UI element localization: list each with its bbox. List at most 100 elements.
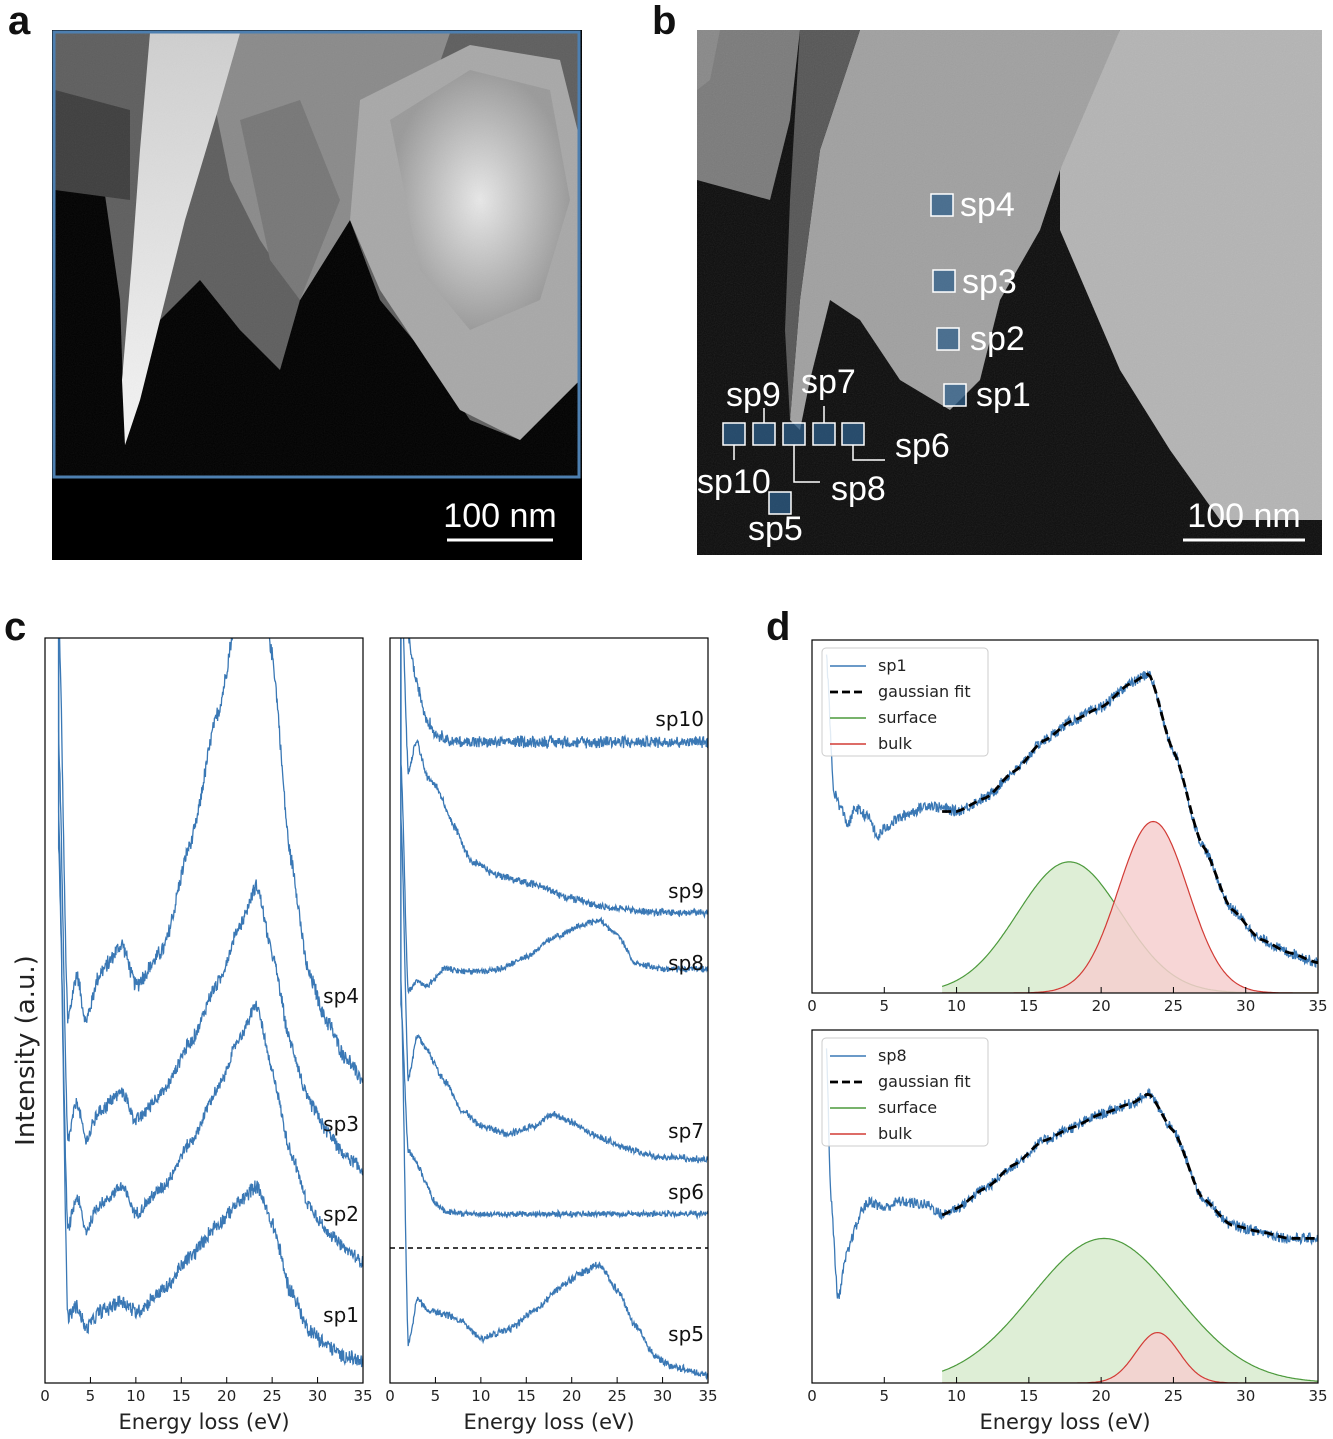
x-tick-label: 0 — [807, 997, 817, 1015]
y-axis-title: Intensity (a.u.) — [11, 955, 41, 1146]
x-tick-label: 30 — [308, 1387, 327, 1405]
x-tick-label: 10 — [947, 997, 966, 1015]
legend-entry: sp1 — [878, 656, 907, 675]
x-tick-label: 20 — [1092, 1387, 1111, 1405]
panel-b-markers: sp1 sp2 sp3 sp4 sp5 sp6 sp7 sp8 sp9 sp10 — [697, 186, 1031, 548]
series-label-sp4: sp4 — [323, 984, 359, 1008]
scale-bar-b: 100 nm — [1187, 497, 1300, 535]
x-tick-label: 5 — [880, 997, 890, 1015]
axes-frame — [389, 637, 709, 1384]
x-tick-label: 0 — [807, 1387, 817, 1405]
legend: sp8 gaussian fit surface bulk — [821, 1037, 989, 1147]
x-tick-label: 30 — [653, 1387, 672, 1405]
panel-letter-d: d — [766, 605, 790, 649]
legend-entry: bulk — [878, 734, 913, 753]
series-label-sp5: sp5 — [668, 1322, 704, 1346]
marker-sp5: sp5 — [748, 491, 803, 548]
marker-sp6: sp6 — [841, 422, 950, 465]
marker-label-sp9: sp9 — [726, 376, 781, 414]
x-tick-label: 25 — [1164, 997, 1183, 1015]
x-tick-label: 5 — [86, 1387, 96, 1405]
axes-frame — [811, 1029, 1319, 1384]
series-sp10 — [408, 638, 708, 750]
x-axis-title: Energy loss (eV) — [118, 1410, 289, 1434]
marker-label-sp3: sp3 — [962, 263, 1017, 301]
legend: sp1 gaussian fit surface bulk — [821, 647, 989, 757]
marker-label-sp5: sp5 — [748, 510, 803, 548]
series-label-sp3: sp3 — [323, 1112, 359, 1136]
x-tick-label: 5 — [431, 1387, 441, 1405]
line-bulk — [942, 1331, 1318, 1383]
x-tick-label: 15 — [172, 1387, 191, 1405]
x-tick-label: 35 — [1308, 997, 1327, 1015]
legend-entry: surface — [878, 708, 937, 727]
x-tick-label: 15 — [1019, 1387, 1038, 1405]
series-sp2 — [57, 638, 363, 1268]
marker-sp10: sp10 — [697, 422, 771, 501]
x-tick-label: 0 — [40, 1387, 50, 1405]
x-tick-label: 25 — [1164, 1387, 1183, 1405]
series-sp8 — [825, 1048, 1318, 1299]
series-gaussian-fit — [942, 672, 1318, 965]
legend-entry: gaussian fit — [878, 682, 971, 701]
chart-c-left: 0 5 10 15 20 25 30 35 Energy loss (eV) Intensity … — [11, 637, 373, 1434]
x-tick-label: 0 — [385, 1387, 395, 1405]
marker-sp3: sp3 — [932, 263, 1017, 301]
x-axis-title: Energy loss (eV) — [979, 1410, 1150, 1434]
series-label-sp9: sp9 — [668, 879, 704, 903]
line-bulk — [942, 820, 1318, 993]
series-sp4 — [58, 638, 363, 1084]
series-label-sp8: sp8 — [668, 951, 704, 975]
series-sp5 — [400, 638, 708, 1381]
x-tick-label: 15 — [1019, 997, 1038, 1015]
line-surface — [941, 1237, 1318, 1382]
x-tick-label: 35 — [353, 1387, 372, 1405]
panel-letter-c: c — [4, 605, 26, 649]
panel-a-image: 100 nm — [52, 30, 582, 560]
x-tick-label: 35 — [1308, 1387, 1327, 1405]
marker-label-sp7: sp7 — [801, 363, 856, 401]
legend-entry: sp8 — [878, 1046, 907, 1065]
legend-entry: bulk — [878, 1124, 913, 1143]
chart-d-top: 0 5 10 15 20 25 30 35 sp1 gaussian fit surface bulk — [807, 639, 1328, 1015]
series-sp7 — [400, 638, 708, 1164]
x-tick-label: 15 — [517, 1387, 536, 1405]
panel-letter-a: a — [8, 0, 31, 43]
chart-d-bottom: 0 5 10 15 20 25 30 35 Energy loss (eV) sp8 gaussia… — [807, 1029, 1328, 1434]
legend-entry: gaussian fit — [878, 1072, 971, 1091]
x-tick-label: 30 — [1236, 997, 1255, 1015]
marker-sp7: sp7 — [801, 363, 856, 446]
x-axis-title: Energy loss (eV) — [463, 1410, 634, 1434]
marker-sp9: sp9 — [726, 376, 781, 446]
series-label-sp1: sp1 — [323, 1303, 359, 1327]
marker-sp4: sp4 — [930, 186, 1015, 224]
series-sp9 — [402, 638, 708, 920]
series-sp6 — [400, 638, 708, 1221]
series-sp1 — [57, 638, 363, 1368]
series-sp1 — [825, 654, 1318, 968]
axes-frame — [811, 639, 1319, 994]
marker-sp2: sp2 — [936, 320, 1025, 358]
marker-label-sp2: sp2 — [970, 320, 1025, 358]
marker-sp1: sp1 — [943, 376, 1031, 414]
area-bulk — [942, 1332, 1318, 1383]
chart-c-right: 0 5 10 15 20 25 30 35 Energy loss (eV) sp10 sp9 sp8… — [385, 637, 718, 1434]
series-sp3 — [57, 638, 363, 1176]
charts: 0 5 10 15 20 25 30 35 Energy loss (eV) Intensity … — [11, 637, 1328, 1434]
x-tick-label: 5 — [880, 1387, 890, 1405]
panel-b-image — [697, 30, 1322, 555]
x-tick-label: 20 — [562, 1387, 581, 1405]
marker-label-sp6: sp6 — [895, 427, 950, 465]
x-tick-label: 35 — [698, 1387, 717, 1405]
panel-letter-b: b — [652, 0, 676, 43]
series-label-sp2: sp2 — [323, 1202, 359, 1226]
scale-bar-a: 100 nm — [443, 497, 556, 535]
marker-label-sp4: sp4 — [960, 186, 1015, 224]
series-label-sp7: sp7 — [668, 1119, 704, 1143]
x-tick-label: 20 — [217, 1387, 236, 1405]
marker-label-sp1: sp1 — [976, 376, 1031, 414]
x-tick-label: 10 — [947, 1387, 966, 1405]
series-sp8 — [400, 638, 708, 995]
axes-frame — [44, 637, 364, 1384]
